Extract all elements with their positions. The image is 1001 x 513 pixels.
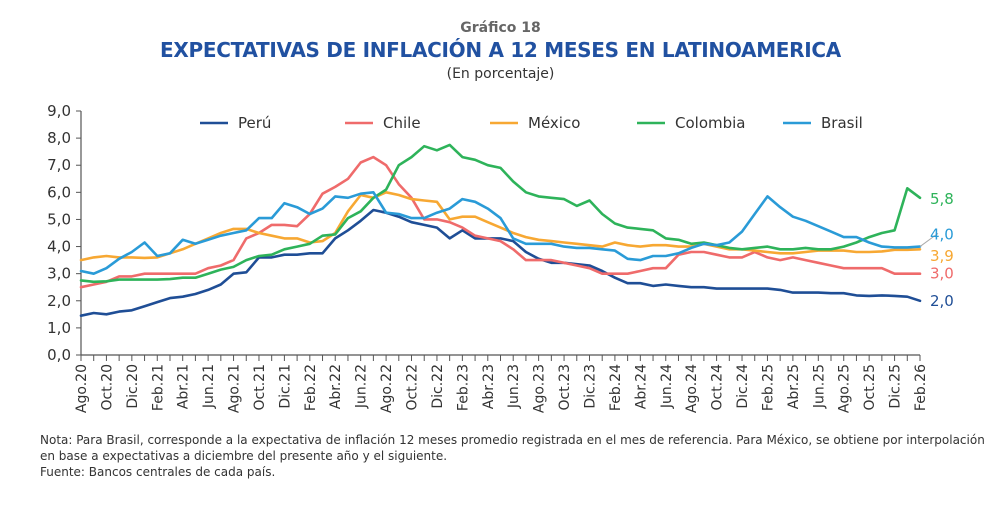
x-tick-label: Oct.24 [710, 364, 726, 411]
x-tick-label: Abr.24 [633, 364, 649, 409]
x-tick-label: Ago.20 [74, 364, 90, 413]
series-line-peru [79, 208, 922, 318]
note-line: en base a expectativas a diciembre del p… [40, 449, 448, 463]
axes: 0,0 1,0 2,0 3,0 4,0 5,0 6,0 7,0 8,0 9,0 Ago.20 Oct.… [47, 102, 929, 413]
y-tick-label: 0,0 [47, 346, 71, 364]
x-tick-label: Feb.23 [455, 364, 471, 411]
x-tick-label: Dic.24 [735, 364, 751, 409]
legend-label: Brasil [821, 114, 863, 132]
y-tick-label: 1,0 [47, 319, 71, 337]
y-tick-label: 3,0 [47, 265, 71, 283]
end-labels: 2,0 3,03,9 5,8 4,0 [919, 190, 954, 310]
y-tick-label: 7,0 [47, 156, 71, 174]
chart-title: EXPECTATIVAS DE INFLACIÓN A 12 MESES EN … [160, 38, 841, 62]
x-tick-label: Abr.21 [176, 364, 192, 409]
series-lines [79, 143, 922, 318]
x-tick-label: Feb.25 [760, 364, 776, 411]
end-value-label: 5,8 [930, 190, 954, 208]
y-tick-label: 6,0 [47, 183, 71, 201]
x-tick-label: Oct.23 [557, 364, 573, 410]
series-line-brasil [79, 191, 922, 276]
x-tick-label: Dic.20 [125, 364, 141, 409]
legend: Perú Chile México Colombia Brasil [200, 114, 863, 132]
x-tick-label: Feb.26 [913, 364, 929, 411]
x-tick-label: Dic.23 [582, 364, 598, 409]
x-tick-label: Dic.22 [430, 364, 446, 409]
x-tick-label: Ago.21 [227, 364, 243, 413]
legend-label: México [528, 114, 580, 132]
legend-label: Chile [383, 114, 421, 132]
source-line: Fuente: Bancos centrales de cada país. [40, 465, 276, 479]
series-line-colombia [79, 143, 922, 284]
end-value-label: 2,0 [930, 292, 954, 310]
y-tick-label: 9,0 [47, 102, 71, 120]
x-tick-label: Oct.20 [99, 364, 115, 410]
x-tick-label: Oct.21 [252, 364, 268, 410]
series-line-mexico [79, 191, 922, 262]
x-tick-label: Ago.24 [684, 364, 700, 413]
x-tick-label: Jun.22 [354, 364, 370, 409]
x-tick-label: Ago.23 [532, 364, 548, 413]
end-value-label: 3,0 [930, 265, 954, 283]
note-line: Nota: Para Brasil, corresponde a la expe… [40, 433, 985, 447]
x-tick-label: Ago.25 [837, 364, 853, 413]
x-tick-label: Dic.25 [888, 364, 904, 409]
y-tick-label: 4,0 [47, 238, 71, 256]
x-tick-label: Jun.21 [201, 364, 217, 409]
x-tick-label: Jun.24 [659, 364, 675, 409]
end-value-label: 4,0 [930, 225, 954, 243]
x-tick-label: Jun.23 [506, 364, 522, 409]
end-value-label: 3,9 [930, 247, 954, 265]
legend-label: Colombia [675, 114, 746, 132]
x-tick-label: Oct.25 [862, 364, 878, 410]
leader-line [919, 232, 939, 247]
x-tick-label: Feb.21 [150, 364, 166, 411]
x-tick-label: Oct.22 [405, 364, 421, 410]
x-tick-label: Feb.24 [608, 364, 624, 411]
x-tick-label: Feb.22 [303, 364, 319, 411]
y-tick-label: 5,0 [47, 210, 71, 228]
chart-subtitle: (En porcentaje) [446, 66, 555, 82]
x-tick-label: Abr.25 [786, 364, 802, 409]
x-tick-label: Abr.22 [328, 364, 344, 409]
x-tick-label: Ago.22 [379, 364, 395, 413]
x-tick-label: Jun.25 [811, 364, 827, 409]
x-tick-label: Dic.21 [277, 364, 293, 409]
x-tick-label: Abr.23 [481, 364, 497, 409]
y-tick-label: 8,0 [47, 129, 71, 147]
series-line-chile [79, 155, 922, 289]
footnotes: Nota: Para Brasil, corresponde a la expe… [40, 432, 990, 480]
legend-label: Perú [238, 114, 271, 132]
y-tick-label: 2,0 [47, 292, 71, 310]
chart-number: Gráfico 18 [460, 20, 541, 36]
